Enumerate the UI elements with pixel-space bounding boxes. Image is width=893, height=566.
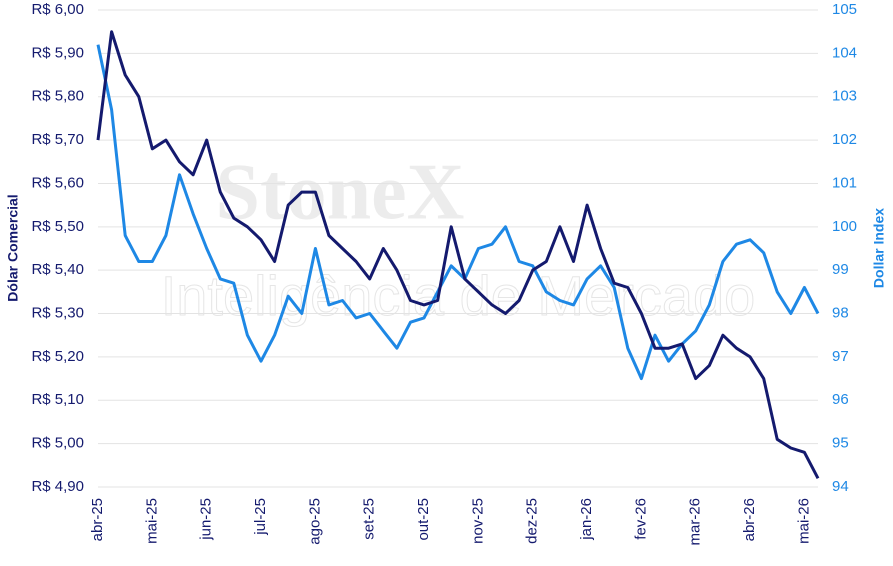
y-tick-label: R$ 5,20 — [31, 348, 84, 365]
x-tick-label: jan-26 — [578, 498, 595, 541]
x-tick-label: jun-25 — [198, 498, 215, 541]
y-tick-label: R$ 5,60 — [31, 174, 84, 191]
y2-tick-label: 105 — [832, 1, 857, 18]
y2-tick-label: 99 — [832, 261, 849, 278]
y-tick-label: R$ 5,30 — [31, 305, 84, 322]
y-tick-label: R$ 5,70 — [31, 131, 84, 148]
series-line — [96, 44, 820, 381]
y-tick-label: R$ 5,40 — [31, 261, 84, 278]
y-tick-label: R$ 5,80 — [31, 88, 84, 105]
x-tick-label: abr-25 — [89, 498, 106, 541]
x-tick-label: out-25 — [415, 498, 432, 541]
x-tick-label: mai-25 — [143, 498, 160, 544]
y2-axis-title: Dollar Index — [871, 208, 887, 288]
y2-tick-label: 100 — [832, 218, 857, 235]
y2-tick-label: 101 — [832, 174, 857, 191]
watermark-brand: StoneX — [216, 148, 465, 236]
y-tick-label: R$ 5,00 — [31, 435, 84, 452]
y2-tick-label: 94 — [832, 478, 849, 495]
x-tick-label: nov-25 — [469, 498, 486, 544]
y2-tick-label: 95 — [832, 435, 849, 452]
x-tick-label: dez-25 — [524, 498, 541, 544]
x-tick-label: jul-25 — [252, 498, 269, 536]
y2-tick-label: 103 — [832, 88, 857, 105]
series-line — [96, 30, 820, 479]
x-tick-label: ago-25 — [306, 498, 323, 545]
y2-tick-label: 98 — [832, 305, 849, 322]
x-tick-label: set-25 — [361, 498, 378, 540]
y2-tick-label: 97 — [832, 348, 849, 365]
y-tick-label: R$ 6,00 — [31, 1, 84, 18]
y2-tick-label: 96 — [832, 391, 849, 408]
y-axis-title: Dólar Comercial — [5, 194, 21, 301]
x-tick-label: abr-26 — [741, 498, 758, 541]
x-tick-label: mai-26 — [795, 498, 812, 544]
x-tick-label: fev-26 — [632, 498, 649, 540]
y-tick-label: R$ 5,10 — [31, 391, 84, 408]
y2-tick-label: 102 — [832, 131, 857, 148]
x-tick-label: mar-26 — [687, 498, 704, 546]
y-tick-label: R$ 5,90 — [31, 44, 84, 61]
y2-tick-label: 104 — [832, 44, 857, 61]
y-tick-label: R$ 4,90 — [31, 478, 84, 495]
y-tick-label: R$ 5,50 — [31, 218, 84, 235]
